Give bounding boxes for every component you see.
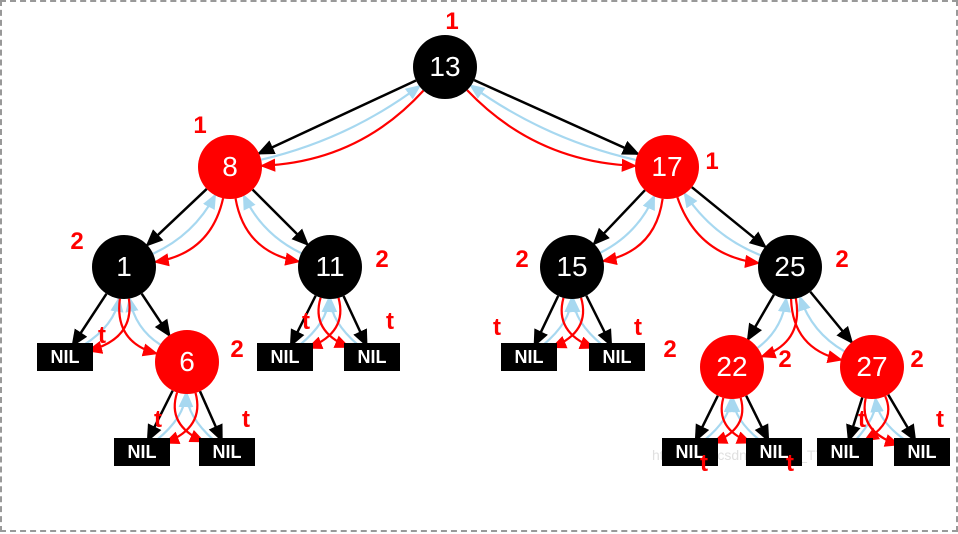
nil-leaf: NIL bbox=[501, 343, 557, 371]
annotation-label: 2 bbox=[375, 246, 388, 274]
annotation-label: 2 bbox=[663, 336, 676, 364]
tree-node-22: 22 bbox=[700, 335, 764, 399]
annotation-label: 2 bbox=[70, 228, 83, 256]
tree-node-8: 8 bbox=[198, 135, 262, 199]
annotation-label: 2 bbox=[835, 246, 848, 274]
tree-node-27: 27 bbox=[840, 335, 904, 399]
tree-node-11: 11 bbox=[298, 235, 362, 299]
tree-node-13: 13 bbox=[413, 35, 477, 99]
annotation-label: t bbox=[98, 322, 106, 350]
nil-leaf: NIL bbox=[344, 343, 400, 371]
tree-node-15: 15 bbox=[540, 235, 604, 299]
annotation-label: 1 bbox=[193, 112, 206, 140]
annotation-label: t bbox=[154, 406, 162, 434]
annotation-label: t bbox=[302, 308, 310, 336]
nil-leaf: NIL bbox=[199, 438, 255, 466]
nil-leaf: NIL bbox=[257, 343, 313, 371]
nil-leaf: NIL bbox=[114, 438, 170, 466]
annotation-label: 1 bbox=[445, 8, 458, 36]
tree-node-1: 1 bbox=[92, 235, 156, 299]
nil-leaf: NIL bbox=[37, 343, 93, 371]
nil-leaf: NIL bbox=[589, 343, 645, 371]
annotation-label: t bbox=[493, 314, 501, 342]
annotation-label: t bbox=[858, 406, 866, 434]
tree-node-6: 6 bbox=[155, 330, 219, 394]
nil-leaf: NIL bbox=[817, 438, 873, 466]
annotation-label: t bbox=[634, 314, 642, 342]
annotation-label: 2 bbox=[910, 346, 923, 374]
annotation-label: 1 bbox=[705, 148, 718, 176]
annotation-label: t bbox=[936, 406, 944, 434]
annotation-label: t bbox=[786, 450, 794, 478]
diagram-canvas: http //blog.csdn.net/Sun_TTT 13817111152… bbox=[0, 0, 958, 532]
nil-leaf: NIL bbox=[662, 438, 718, 466]
annotation-label: 2 bbox=[515, 246, 528, 274]
annotation-label: t bbox=[386, 308, 394, 336]
annotation-label: 2 bbox=[778, 346, 791, 374]
annotation-label: t bbox=[700, 450, 708, 478]
tree-node-17: 17 bbox=[635, 135, 699, 199]
annotation-label: 2 bbox=[230, 336, 243, 364]
nil-leaf: NIL bbox=[894, 438, 950, 466]
tree-node-25: 25 bbox=[758, 235, 822, 299]
annotation-label: t bbox=[242, 406, 250, 434]
